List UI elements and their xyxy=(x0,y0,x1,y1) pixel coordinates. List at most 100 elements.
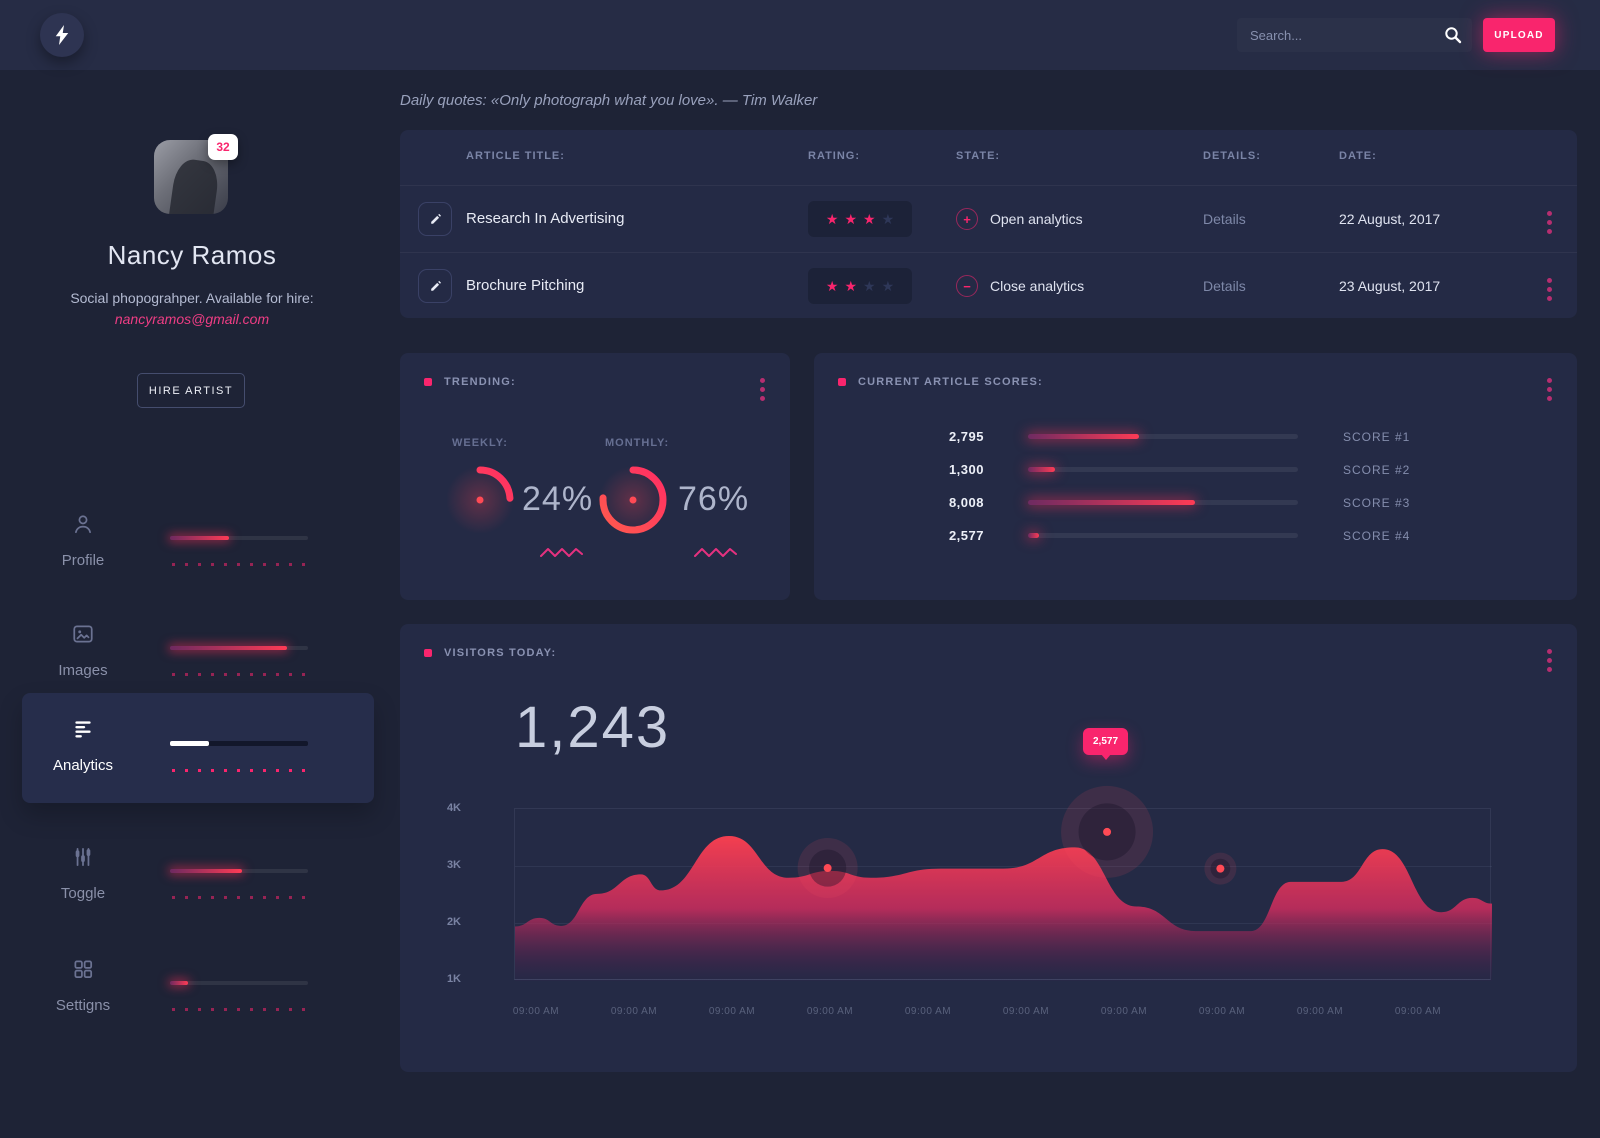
star-filled-icon[interactable]: ★ xyxy=(825,278,839,294)
progress-track xyxy=(170,741,308,746)
gridline xyxy=(515,866,1492,867)
weekly-label: WEEKLY: xyxy=(452,437,508,449)
score-value: 2,795 xyxy=(948,429,984,444)
score-fill xyxy=(1028,533,1039,538)
star-empty-icon[interactable]: ★ xyxy=(881,211,895,227)
close-analytics-icon[interactable]: − xyxy=(956,275,978,297)
panel-bullet-icon xyxy=(838,378,846,386)
person-icon xyxy=(75,515,91,534)
sidebar-item-label: Profile xyxy=(61,552,105,569)
profile-email[interactable]: nancyramos@gmail.com xyxy=(114,311,270,327)
score-track xyxy=(1028,500,1298,505)
row-menu-icon[interactable] xyxy=(1544,208,1555,237)
trending-panel: TRENDING: WEEKLY: 24% MONTHLY: 76% xyxy=(400,353,790,600)
score-fill xyxy=(1028,500,1196,505)
sliders-icon xyxy=(75,847,91,867)
progress-dots xyxy=(172,769,310,772)
x-axis-tick: 09:00 AM xyxy=(512,1006,560,1017)
pencil-icon xyxy=(430,280,441,291)
monthly-value: 76% xyxy=(678,480,750,518)
star-filled-icon[interactable]: ★ xyxy=(863,211,876,227)
score-fill xyxy=(1028,434,1139,439)
monthly-label: MONTHLY: xyxy=(605,437,670,449)
star-filled-icon[interactable]: ★ xyxy=(825,211,839,227)
col-state: STATE: xyxy=(956,150,1001,162)
sidebar-item-label: Analytics xyxy=(52,757,114,774)
score-track xyxy=(1028,434,1298,439)
article-scores-panel: CURRENT ARTICLE SCORES: 2,795 SCORE #1 1… xyxy=(814,353,1577,600)
sidebar-item-label: Images xyxy=(58,662,108,679)
progress-dots xyxy=(172,563,310,566)
x-axis-tick: 09:00 AM xyxy=(708,1006,756,1017)
weekly-value: 24% xyxy=(522,480,594,518)
y-axis-tick: 1K xyxy=(446,973,461,985)
search-icon[interactable] xyxy=(1444,26,1462,44)
details-link[interactable]: Details xyxy=(1203,211,1246,227)
col-date: DATE: xyxy=(1339,150,1377,162)
panel-menu-icon[interactable] xyxy=(1544,646,1555,675)
panel-title: VISITORS TODAY: xyxy=(444,647,557,659)
star-rating[interactable]: ★ ★ ★ ★ xyxy=(808,201,912,237)
sidebar-item-images[interactable]: Images xyxy=(22,600,374,710)
score-value: 2,577 xyxy=(948,528,984,543)
lightning-bolt-icon xyxy=(55,25,69,45)
search-input[interactable] xyxy=(1237,18,1472,52)
star-rating[interactable]: ★ ★ ★ ★ xyxy=(808,268,912,304)
hire-artist-button[interactable]: HIRE ARTIST xyxy=(137,373,245,408)
x-axis-tick: 09:00 AM xyxy=(1100,1006,1148,1017)
picture-icon xyxy=(73,625,93,643)
topbar: UPLOAD xyxy=(0,0,1600,70)
y-axis-tick: 3K xyxy=(446,859,461,871)
profile-name: Nancy Ramos xyxy=(107,240,277,270)
sidebar-item-settings[interactable]: Settigns xyxy=(22,935,374,1045)
table-row: Brochure Pitching ★ ★ ★ ★ − Close analytics… xyxy=(400,252,1577,318)
progress-fill xyxy=(170,869,242,873)
edit-article-button[interactable] xyxy=(418,269,452,303)
score-row: 1,300 SCORE #2 xyxy=(814,460,1577,480)
sidebar: 32 Nancy Ramos Social phopograhper. Avai… xyxy=(0,70,384,1138)
table-header: ARTICLE TITLE: RATING: STATE: DETAILS: D… xyxy=(400,130,1577,185)
star-empty-icon[interactable]: ★ xyxy=(863,278,876,294)
zigzag-underline xyxy=(694,548,737,557)
y-axis-tick: 4K xyxy=(446,802,461,814)
table-row: Research In Advertising ★ ★ ★ ★ + Open anal… xyxy=(400,185,1577,251)
state-text: Close analytics xyxy=(990,278,1085,294)
star-empty-icon[interactable]: ★ xyxy=(881,278,895,294)
x-axis-tick: 09:00 AM xyxy=(1394,1006,1442,1017)
x-axis-tick: 09:00 AM xyxy=(1296,1006,1344,1017)
star-filled-icon[interactable]: ★ xyxy=(844,278,857,294)
grid-icon xyxy=(74,960,93,979)
star-filled-icon[interactable]: ★ xyxy=(844,211,857,227)
progress-dots xyxy=(172,896,310,899)
articles-table-panel: ARTICLE TITLE: RATING: STATE: DETAILS: D… xyxy=(400,130,1577,318)
progress-fill xyxy=(170,981,188,985)
sidebar-item-toggle[interactable]: Toggle xyxy=(22,823,374,933)
panel-bullet-icon xyxy=(424,378,432,386)
edit-article-button[interactable] xyxy=(418,202,452,236)
visitors-panel: VISITORS TODAY: 1,243 4K 3K 2K 1K xyxy=(400,624,1577,1072)
article-title: Research In Advertising xyxy=(466,210,625,227)
sidebar-item-profile[interactable]: Profile xyxy=(22,490,374,600)
profile-bio: Social phopograhper. Available for hire: xyxy=(70,290,314,306)
panel-menu-icon[interactable] xyxy=(757,375,768,404)
zigzag-underline xyxy=(540,548,583,557)
col-details: DETAILS: xyxy=(1203,150,1261,162)
score-track xyxy=(1028,533,1298,538)
sidebar-item-analytics[interactable]: Analytics xyxy=(22,693,374,803)
upload-button[interactable]: UPLOAD xyxy=(1483,18,1555,52)
details-link[interactable]: Details xyxy=(1203,278,1246,294)
score-row: 2,795 SCORE #1 xyxy=(814,427,1577,447)
x-axis-tick: 09:00 AM xyxy=(1198,1006,1246,1017)
progress-track xyxy=(170,869,308,873)
daily-quote: Daily quotes: «Only photograph what you … xyxy=(400,92,818,109)
area-chart xyxy=(514,785,1492,981)
article-title: Brochure Pitching xyxy=(466,277,585,294)
x-axis-tick: 09:00 AM xyxy=(904,1006,952,1017)
sidebar-item-label: Settigns xyxy=(55,997,111,1014)
open-analytics-icon[interactable]: + xyxy=(956,208,978,230)
app-logo[interactable] xyxy=(40,13,84,57)
progress-fill xyxy=(170,741,209,746)
col-article-title: ARTICLE TITLE: xyxy=(466,150,565,162)
panel-menu-icon[interactable] xyxy=(1544,375,1555,404)
row-menu-icon[interactable] xyxy=(1544,275,1555,304)
